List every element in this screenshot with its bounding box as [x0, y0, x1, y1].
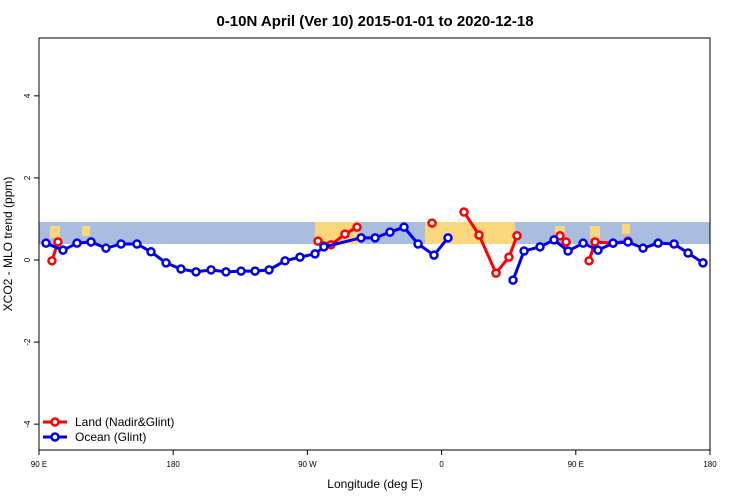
point — [535, 242, 545, 252]
point — [86, 237, 96, 247]
legend-marker — [50, 432, 60, 442]
point — [474, 230, 484, 240]
point — [385, 227, 395, 237]
y-tick-label: 2 — [23, 175, 32, 180]
point — [549, 235, 559, 245]
y-tick-label: 4 — [23, 93, 32, 98]
point — [250, 266, 260, 276]
y-axis-label: XCO2 - MLO trend (ppm) — [1, 177, 15, 312]
point — [191, 267, 201, 277]
point — [459, 207, 469, 217]
legend-marker — [50, 417, 60, 427]
point — [653, 238, 663, 248]
point — [413, 239, 423, 249]
point — [310, 249, 320, 259]
point — [504, 252, 514, 262]
x-tick-label: 90 E — [31, 460, 47, 469]
y-tick-label: -4 — [23, 420, 32, 428]
point — [563, 246, 573, 256]
point — [590, 237, 600, 247]
point — [370, 233, 380, 243]
point — [519, 246, 529, 256]
point — [555, 231, 565, 241]
point — [508, 275, 518, 285]
x-tick-label: 180 — [703, 460, 717, 469]
point — [593, 245, 603, 255]
point — [584, 256, 594, 266]
point — [669, 239, 679, 249]
point — [429, 250, 439, 260]
point — [295, 252, 305, 262]
point — [623, 237, 633, 247]
point — [41, 238, 51, 248]
point — [352, 222, 362, 232]
point — [206, 265, 216, 275]
point — [399, 222, 409, 232]
y-tick-label: 0 — [23, 257, 32, 262]
point — [491, 268, 501, 278]
legend-label: Land (Nadir&Glint) — [75, 415, 174, 429]
point — [512, 231, 522, 241]
point — [132, 239, 142, 249]
chart-title: 0-10N April (Ver 10) 2015-01-01 to 2020-… — [216, 13, 533, 30]
x-tick-label: 90 W — [298, 460, 317, 469]
x-axis-label: Longitude (deg E) — [327, 477, 422, 491]
point — [221, 267, 231, 277]
point — [53, 237, 63, 247]
point — [356, 233, 366, 243]
point — [58, 245, 68, 255]
point — [280, 256, 290, 266]
point — [101, 243, 111, 253]
plot-frame — [38, 37, 711, 451]
point — [161, 258, 171, 268]
point — [608, 238, 618, 248]
point — [683, 248, 693, 258]
point — [561, 237, 571, 247]
point — [427, 218, 437, 228]
point — [72, 238, 82, 248]
point — [319, 242, 329, 252]
point — [146, 247, 156, 257]
point — [313, 236, 323, 246]
point — [340, 229, 350, 239]
x-tick-label: 180 — [167, 460, 181, 469]
point — [236, 266, 246, 276]
legend-label: Ocean (Glint) — [75, 430, 146, 444]
point — [698, 258, 708, 268]
point — [578, 238, 588, 248]
point — [638, 243, 648, 253]
x-tick-label: 90 E — [568, 460, 584, 469]
y-tick-label: -2 — [23, 338, 32, 346]
point — [176, 264, 186, 274]
point — [47, 256, 57, 266]
point — [264, 265, 274, 275]
point — [443, 233, 453, 243]
point — [116, 239, 126, 249]
x-tick-label: 0 — [439, 460, 444, 469]
